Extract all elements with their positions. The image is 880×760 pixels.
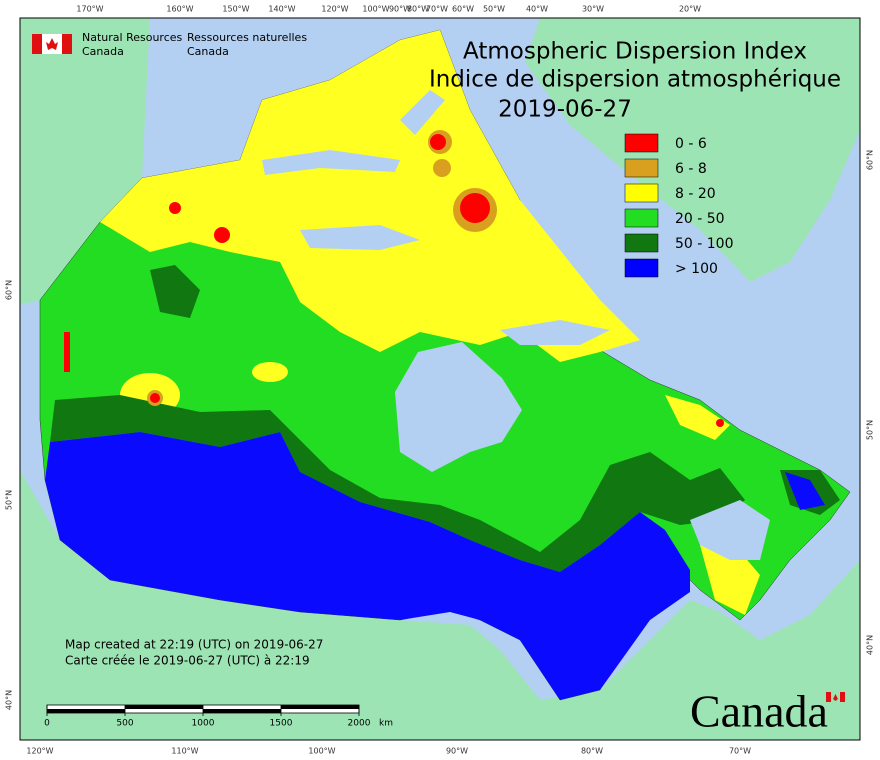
legend-swatch [624, 258, 659, 278]
legend-label: 8 - 20 [675, 186, 716, 202]
legend-swatch [624, 183, 659, 203]
date: 2019-06-27 [498, 97, 632, 123]
arctic-channel [300, 225, 420, 250]
longitude-label: 90°W [446, 747, 468, 756]
longitude-label: 100°W [362, 5, 389, 14]
wordmark: Canada [690, 686, 828, 737]
longitude-label: 70°W [426, 5, 448, 14]
zone-0-6 [64, 332, 70, 372]
hudson-strait [500, 320, 610, 345]
longitude-label: 30°W [582, 5, 604, 14]
latitude-label: 60°N [866, 150, 875, 170]
credit: Carte créée le 2019-06-27 (UTC) à 22:19 [65, 654, 310, 668]
map-frame [19, 17, 861, 741]
longitude-label: 80°W [581, 747, 603, 756]
legend-label: 50 - 100 [675, 236, 734, 252]
longitude-label: 50°W [483, 5, 505, 14]
zone-8-20 [100, 30, 640, 362]
latitude-label: 40°N [866, 635, 875, 655]
longitude-label: 150°W [222, 5, 249, 14]
longitude-label: 40°W [526, 5, 548, 14]
scale-unit: km [379, 719, 393, 729]
scale-bar-segment [203, 709, 281, 713]
legend-swatch [624, 133, 659, 153]
nrcan-logo [32, 34, 72, 54]
gulf-st-lawrence [690, 500, 770, 560]
org-name: Canada [187, 45, 229, 58]
longitude-label: 20°W [679, 5, 701, 14]
zone-50-100 [150, 265, 200, 318]
latitude-label: 40°N [5, 690, 14, 710]
legend-swatch [624, 233, 659, 253]
longitude-label: 170°W [76, 5, 103, 14]
credit: Map created at 22:19 (UTC) on 2019-06-27 [65, 638, 323, 652]
scale-label: 1500 [270, 719, 293, 729]
flag-bar [32, 34, 42, 54]
longitude-label: 100°W [308, 747, 335, 756]
scale-label: 1000 [192, 719, 215, 729]
org-name: Ressources naturelles [187, 31, 307, 44]
scale-bar-segment [281, 705, 359, 709]
scale-label: 2000 [348, 719, 371, 729]
latitude-label: 50°N [5, 490, 14, 510]
longitude-label: 120°W [26, 747, 53, 756]
zone-0-6 [169, 202, 181, 214]
legend-label: 6 - 8 [675, 161, 707, 177]
zone-over-100 [785, 472, 825, 510]
scale-label: 0 [44, 719, 50, 729]
longitude-label: 140°W [268, 5, 295, 14]
longitude-label: 160°W [166, 5, 193, 14]
zone-0-6 [716, 419, 724, 427]
maple-leaf [46, 38, 58, 50]
longitude-label: 80°W [407, 5, 429, 14]
longitude-label: 60°W [452, 5, 474, 14]
arctic-channel [262, 150, 400, 175]
zone-6-8 [433, 159, 451, 177]
hudson-bay [395, 342, 522, 472]
zone-0-6 [430, 134, 446, 150]
maple-leaf [833, 694, 838, 701]
longitude-label: 120°W [321, 5, 348, 14]
legend-label: 20 - 50 [675, 211, 725, 227]
greenland [525, 18, 860, 282]
longitude-label: 70°W [729, 747, 751, 756]
legend-label: 0 - 6 [675, 136, 707, 152]
title: Atmospheric Dispersion Index [463, 39, 807, 65]
zone-0-6 [460, 193, 490, 223]
legend-swatch [624, 208, 659, 228]
alaska [20, 18, 150, 305]
longitude-label: 110°W [171, 747, 198, 756]
zone-8-20 [252, 362, 288, 382]
scale-bar-segment [125, 705, 203, 709]
flag-bar [826, 692, 831, 702]
title: Indice de dispersion atmosphérique [429, 67, 841, 93]
zone-8-20 [665, 395, 730, 440]
latitude-label: 50°N [866, 420, 875, 440]
flag-bar [840, 692, 845, 702]
united-states [20, 470, 860, 740]
flag-bar [62, 34, 72, 54]
org-name: Canada [82, 45, 124, 58]
legend-swatch [624, 158, 659, 178]
org-name: Natural Resources [82, 31, 183, 44]
wordmark-flag [826, 692, 845, 702]
scale-bar-segment [47, 709, 125, 713]
zone-over-100 [45, 432, 690, 700]
scale-label: 500 [116, 719, 133, 729]
longitude-label: 90°W [389, 5, 411, 14]
zone-50-100 [50, 395, 745, 572]
zone-0-6 [150, 393, 160, 403]
legend-label: > 100 [675, 261, 718, 277]
zone-0-6 [214, 227, 230, 243]
latitude-label: 60°N [5, 280, 14, 300]
arctic-channel [400, 90, 445, 135]
